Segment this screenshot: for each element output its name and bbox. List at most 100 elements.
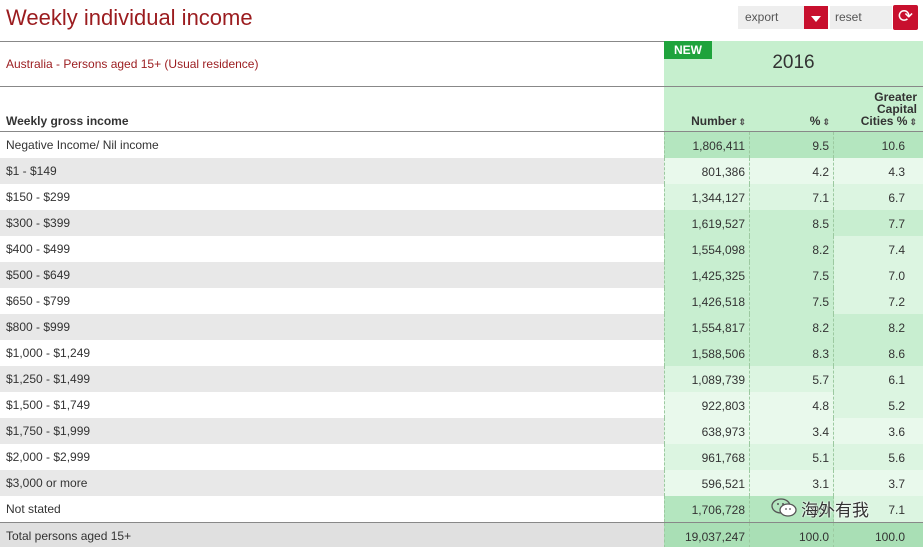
row-label-bg bbox=[0, 444, 664, 470]
row-label-bg bbox=[0, 210, 664, 236]
cell-percent: 5.7 bbox=[750, 366, 834, 392]
table-row: $1 - $149 801,386 4.2 4.3 bbox=[0, 158, 923, 184]
watermark-text: 海外有我 bbox=[801, 501, 869, 521]
sort-icon[interactable]: ⇕ bbox=[822, 117, 830, 127]
table-total-row: Total persons aged 15+ 19,037,247 100.0 … bbox=[0, 522, 923, 547]
reset-label[interactable]: reset bbox=[830, 6, 892, 29]
column-header-gcc-line1: Greater bbox=[874, 90, 917, 104]
divider bbox=[0, 86, 923, 87]
table-row: Not stated 1,706,728 9.0 7.1 bbox=[0, 496, 923, 522]
cell-percent: 7.5 bbox=[750, 288, 834, 314]
cell-gcc-percent: 10.6 bbox=[834, 132, 923, 158]
table-body: Negative Income/ Nil income 1,806,411 9.5 1… bbox=[0, 132, 923, 522]
table-row: $1,250 - $1,499 1,089,739 5.7 6.1 bbox=[0, 366, 923, 392]
census-year: 2016 bbox=[772, 52, 815, 73]
column-header-gcc-line3: Cities % bbox=[860, 114, 908, 128]
table-row: $800 - $999 1,554,817 8.2 8.2 bbox=[0, 314, 923, 340]
cell-percent: 8.2 bbox=[750, 314, 834, 340]
cell-number: 1,089,739 bbox=[664, 366, 750, 392]
cell-percent: 100.0 bbox=[750, 523, 834, 547]
cell-number: 638,973 bbox=[664, 418, 750, 444]
cell-gcc-percent: 7.0 bbox=[834, 262, 923, 288]
row-label-bg bbox=[0, 184, 664, 210]
cell-gcc-percent: 6.1 bbox=[834, 366, 923, 392]
row-label: $1,000 - $1,249 bbox=[6, 346, 91, 360]
cell-gcc-percent: 5.2 bbox=[834, 392, 923, 418]
cell-percent: 3.4 bbox=[750, 418, 834, 444]
sort-icon[interactable]: ⇕ bbox=[738, 117, 746, 127]
row-label-bg bbox=[0, 496, 664, 522]
cell-percent: 3.1 bbox=[750, 470, 834, 496]
table-row: $400 - $499 1,554,098 8.2 7.4 bbox=[0, 236, 923, 262]
cell-gcc-percent: 3.6 bbox=[834, 418, 923, 444]
wechat-icon bbox=[771, 498, 797, 517]
row-label-bg bbox=[0, 470, 664, 496]
cell-percent: 8.3 bbox=[750, 340, 834, 366]
row-label: $1,500 - $1,749 bbox=[6, 398, 91, 412]
caret-down-icon[interactable] bbox=[804, 6, 828, 29]
cell-gcc-percent: 5.6 bbox=[834, 444, 923, 470]
export-select[interactable]: export bbox=[738, 6, 804, 29]
row-label-bg bbox=[0, 158, 664, 184]
refresh-icon[interactable]: ⟳ bbox=[893, 5, 918, 30]
cell-number: 1,806,411 bbox=[664, 132, 750, 158]
divider bbox=[0, 41, 923, 42]
column-header-gcc-percent[interactable]: Greater Capital Cities % ⇕ bbox=[834, 87, 923, 131]
cell-percent: 4.2 bbox=[750, 158, 834, 184]
row-label: $300 - $399 bbox=[6, 216, 71, 230]
table-row: Negative Income/ Nil income 1,806,411 9.5 1… bbox=[0, 132, 923, 158]
table-row: $1,000 - $1,249 1,588,506 8.3 8.6 bbox=[0, 340, 923, 366]
page-title: Weekly individual income bbox=[6, 5, 253, 30]
row-label-bg bbox=[0, 523, 664, 547]
column-header-percent-label: % bbox=[809, 114, 821, 128]
row-label: $1,250 - $1,499 bbox=[6, 372, 91, 386]
row-label: Negative Income/ Nil income bbox=[6, 138, 159, 152]
column-header-gcc-line2: Capital bbox=[876, 102, 917, 116]
cell-number: 1,554,098 bbox=[664, 236, 750, 262]
cell-number: 1,344,127 bbox=[664, 184, 750, 210]
row-label: $150 - $299 bbox=[6, 190, 71, 204]
cell-number: 922,803 bbox=[664, 392, 750, 418]
cell-percent: 8.2 bbox=[750, 236, 834, 262]
cell-percent: 5.1 bbox=[750, 444, 834, 470]
column-header-income: Weekly gross income bbox=[6, 114, 129, 128]
table-row: $3,000 or more 596,521 3.1 3.7 bbox=[0, 470, 923, 496]
sort-icon[interactable]: ⇕ bbox=[909, 117, 917, 127]
row-label-bg bbox=[0, 262, 664, 288]
cell-number: 19,037,247 bbox=[664, 523, 750, 547]
row-label: $650 - $799 bbox=[6, 294, 71, 308]
table-row: $650 - $799 1,426,518 7.5 7.2 bbox=[0, 288, 923, 314]
cell-percent: 7.5 bbox=[750, 262, 834, 288]
cell-gcc-percent: 7.4 bbox=[834, 236, 923, 262]
row-label: $1,750 - $1,999 bbox=[6, 424, 91, 438]
cell-gcc-percent: 4.3 bbox=[834, 158, 923, 184]
table-subtitle: Australia - Persons aged 15+ (Usual resi… bbox=[6, 57, 259, 71]
table-row: $1,750 - $1,999 638,973 3.4 3.6 bbox=[0, 418, 923, 444]
cell-percent: 8.5 bbox=[750, 210, 834, 236]
cell-gcc-percent: 8.6 bbox=[834, 340, 923, 366]
row-label-bg bbox=[0, 392, 664, 418]
cell-number: 1,619,527 bbox=[664, 210, 750, 236]
cell-gcc-percent: 3.7 bbox=[834, 470, 923, 496]
table-row: $500 - $649 1,425,325 7.5 7.0 bbox=[0, 262, 923, 288]
row-label-bg bbox=[0, 366, 664, 392]
row-label: $400 - $499 bbox=[6, 242, 71, 256]
cell-percent: 7.1 bbox=[750, 184, 834, 210]
cell-percent: 9.5 bbox=[750, 132, 834, 158]
cell-gcc-percent: 6.7 bbox=[834, 184, 923, 210]
row-label-bg bbox=[0, 418, 664, 444]
cell-number: 596,521 bbox=[664, 470, 750, 496]
column-header-number-label: Number bbox=[691, 114, 737, 128]
cell-number: 1,425,325 bbox=[664, 262, 750, 288]
cell-number: 961,768 bbox=[664, 444, 750, 470]
column-header-number[interactable]: Number ⇕ bbox=[664, 87, 750, 131]
column-header-percent[interactable]: % ⇕ bbox=[750, 87, 834, 131]
row-label: $2,000 - $2,999 bbox=[6, 450, 91, 464]
cell-gcc-percent: 7.7 bbox=[834, 210, 923, 236]
cell-percent: 4.8 bbox=[750, 392, 834, 418]
table-row: $1,500 - $1,749 922,803 4.8 5.2 bbox=[0, 392, 923, 418]
cell-gcc-percent: 8.2 bbox=[834, 314, 923, 340]
row-label-bg bbox=[0, 288, 664, 314]
row-label: Total persons aged 15+ bbox=[6, 529, 132, 543]
row-label: $1 - $149 bbox=[6, 164, 57, 178]
